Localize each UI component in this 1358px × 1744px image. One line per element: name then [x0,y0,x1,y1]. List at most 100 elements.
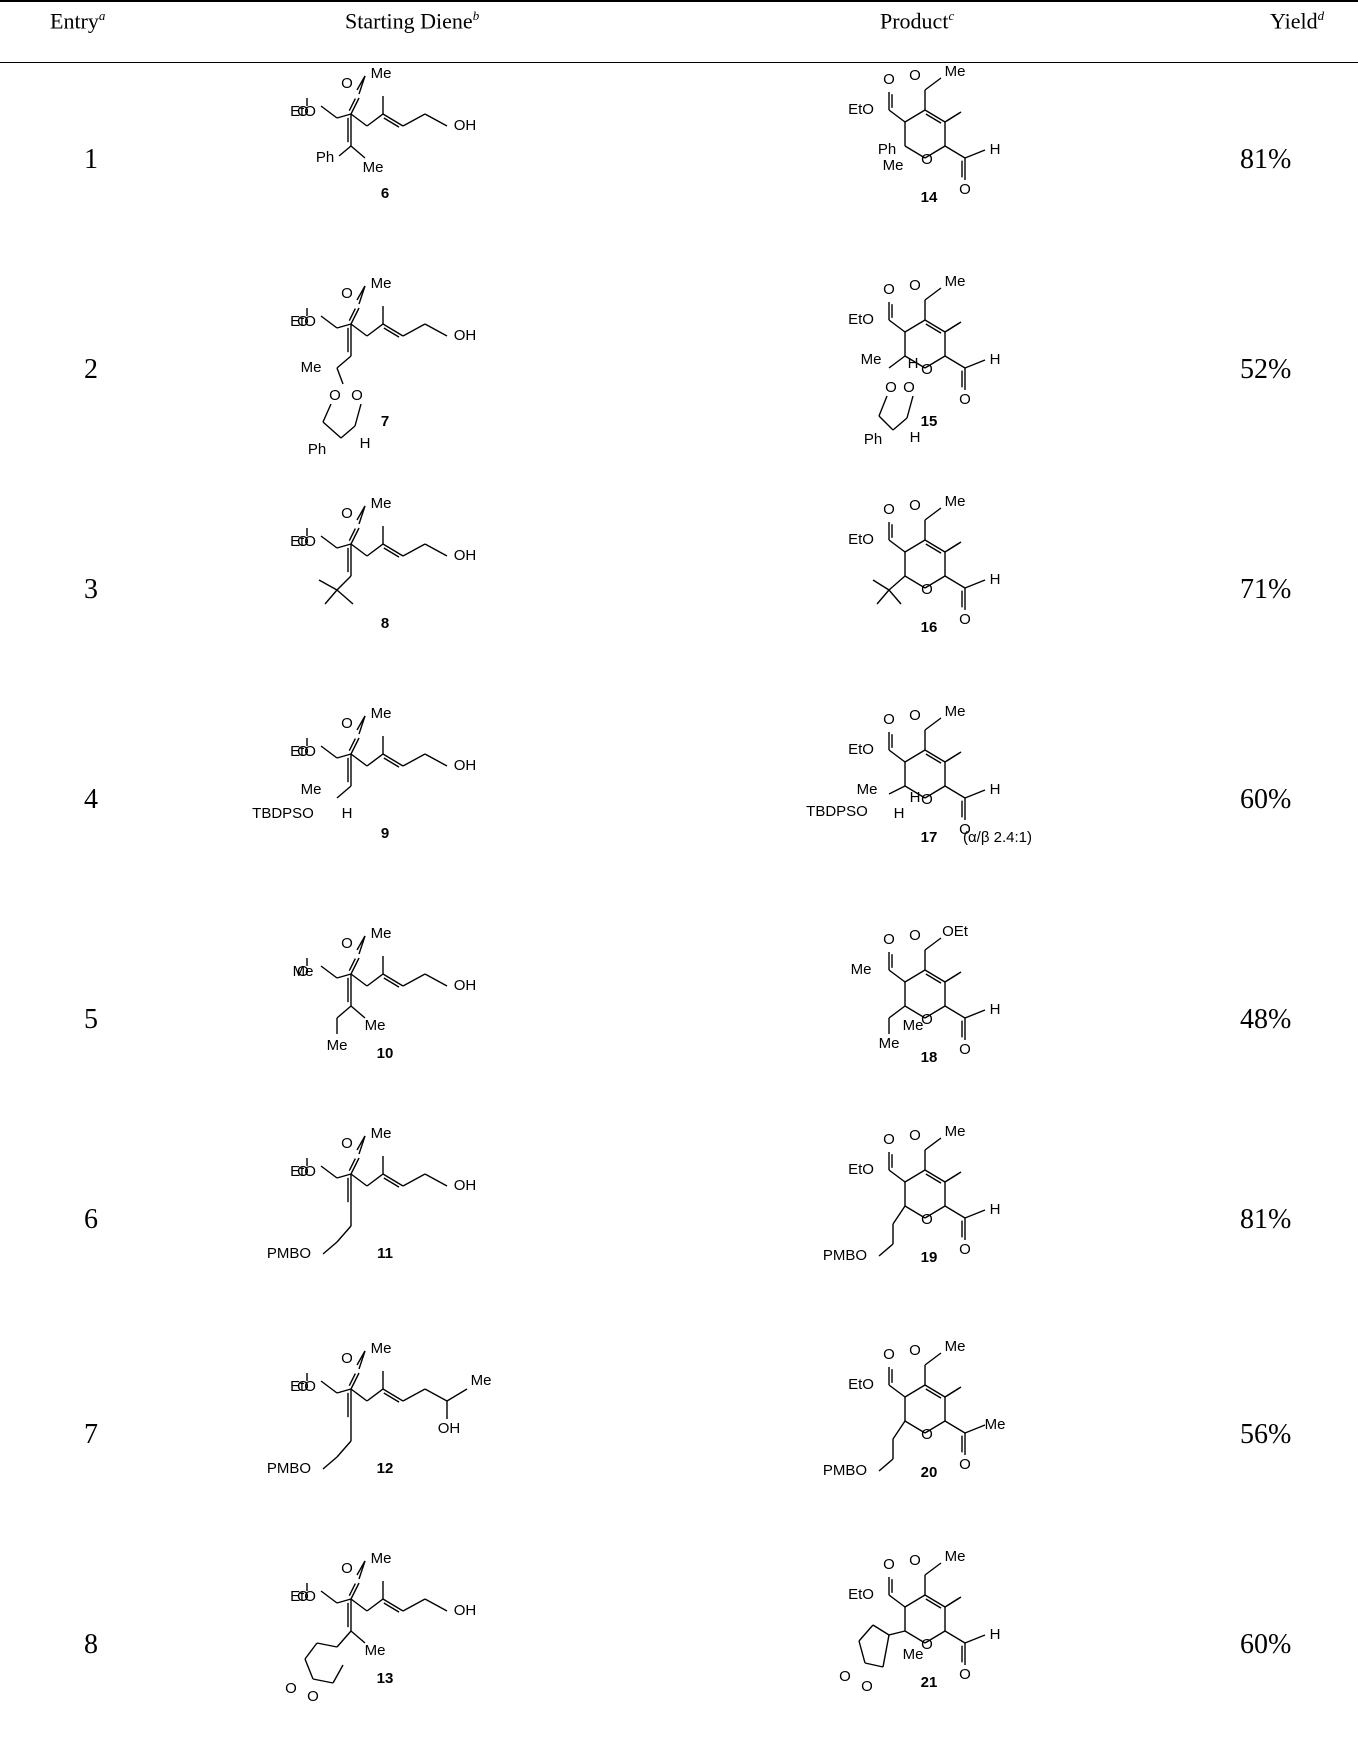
atom-label: TBDPSO [806,803,868,820]
bond [964,1209,986,1219]
atom-label: Me [371,925,392,942]
double-bond-inner [383,117,400,128]
atom-label: EtO [848,1586,874,1603]
bond [904,145,926,159]
bond [944,1630,966,1644]
double-bond-inner [348,738,356,752]
bond [312,1678,334,1684]
atom-label: O [885,379,897,396]
atom-label: Me [883,157,904,174]
atom-label: PMBO [823,1247,867,1264]
double-bond [924,109,946,123]
atom-label: O [903,379,915,396]
atom-label: O [341,1350,353,1367]
atom-label: OH [438,1420,461,1437]
bond [964,789,986,799]
yield-value: 60% [1240,1629,1292,1660]
atom-label: Ph [864,431,882,448]
atom-label: O [921,1011,933,1028]
bond [350,1173,368,1187]
double-bond-inner [383,977,400,988]
bond [924,785,946,799]
bond [402,323,426,337]
atom-label: O [921,151,933,168]
compound-number: 8 [381,615,389,632]
bond [904,1420,926,1434]
bond [336,1388,352,1394]
bond [336,323,352,329]
bond [358,1135,366,1155]
double-bond-inner [383,547,400,558]
double-bond-inner [946,1387,960,1397]
double-bond-inner [946,542,960,552]
atom-label: H [990,351,1001,368]
bond [358,1560,366,1580]
atom-label: H [908,355,919,372]
bond [358,505,366,525]
bond [350,145,366,159]
double-bond-inner [383,1177,400,1188]
compound-number: 6 [381,185,389,202]
bond [366,1388,384,1402]
bond [350,1630,366,1644]
atom-label: EtO [848,1376,874,1393]
bond [964,359,986,369]
double-bond-inner [383,1602,400,1613]
yield-value: 52% [1240,354,1292,385]
atom-label: O [959,1456,971,1473]
double-bond-inner [925,1598,942,1609]
bond [350,973,368,987]
atom-label: PMBO [267,1460,311,1477]
bond [340,425,356,439]
bond [336,575,352,591]
atom-label: O [909,497,921,514]
atom-label: O [297,103,309,120]
yield-value: 48% [1240,1004,1292,1035]
bond [366,1173,384,1187]
bond [424,973,448,987]
atom-label: OH [454,327,477,344]
atom-label: Me [945,703,966,720]
atom-label: Me [945,63,966,80]
bond [402,1598,426,1612]
bond [944,1005,966,1019]
double-bond [924,1594,946,1608]
atom-label: Me [301,359,322,376]
atom-label: Me [371,495,392,512]
atom-label: O [883,281,895,298]
bond [402,543,426,557]
bond [358,75,366,95]
double-bond [924,1169,946,1183]
bond [332,1664,344,1684]
bond [924,1352,942,1366]
bond [402,753,426,767]
bond [924,1137,942,1151]
bond [858,1640,866,1664]
bond [888,1169,906,1183]
atom-label: PMBO [267,1245,311,1262]
bond [320,965,338,979]
double-bond-inner [383,757,400,768]
double-bond [350,97,360,115]
double-bond-inner [946,112,960,122]
atom-label: Me [945,1123,966,1140]
atom-label: Me [851,961,872,978]
bond [336,543,352,549]
atom-label: H [910,789,921,806]
bond [320,1380,338,1394]
double-bond-inner [383,327,400,338]
double-bond-inner [925,1388,942,1399]
compound-number: 20 [921,1464,938,1481]
compound-number: 18 [921,1049,938,1066]
atom-label: Me [371,1550,392,1567]
bond [322,421,342,439]
atom-label: O [959,1241,971,1258]
double-bond [350,737,360,755]
bond [318,579,338,591]
bond [366,323,384,337]
atom-label: O [921,581,933,598]
anomer-ratio: (α/β 2.4:1) [963,829,1032,846]
